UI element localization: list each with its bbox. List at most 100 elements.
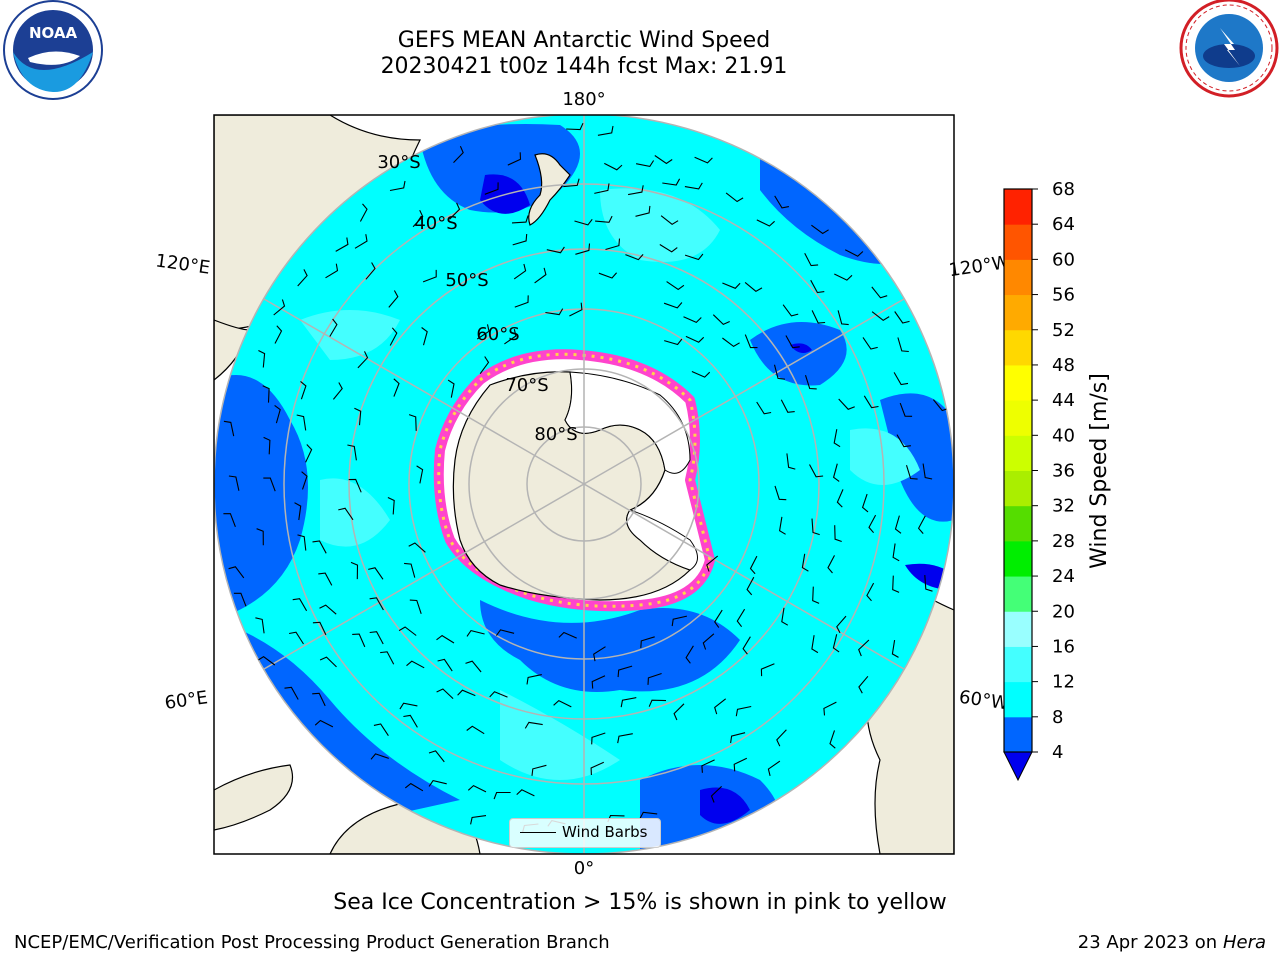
wind-barb [694,156,713,164]
wind-barb [511,215,529,224]
wind-barb [664,338,683,346]
colorbar-tick-label: 40 [1052,425,1075,446]
wind-barb [258,350,266,368]
wind-barb [922,463,933,480]
map-frame [213,114,955,855]
wind-barb [837,310,849,326]
wind-barb [262,385,270,403]
wind-barb [526,674,542,685]
colorbar-block [1004,646,1032,683]
wind-barb [776,729,787,747]
wind-barb [673,703,685,721]
wind-barb [574,218,593,226]
wind-barb [648,699,667,707]
wind-barb [412,209,424,228]
colorbar-tick-label: 20 [1052,601,1075,622]
wind-barb [617,665,633,678]
wind-barb [774,195,790,209]
wind-barb [844,249,864,257]
colorbar-tick-label: 8 [1052,707,1063,728]
wind-barb [833,429,841,448]
wind-barb [484,182,499,195]
wind-barb [838,398,855,410]
wind-barb [836,489,844,508]
wind-barb [683,316,702,324]
wind-barb [756,219,775,227]
wind-barb [635,160,655,168]
wind-barb [312,621,327,636]
legend-label: Wind Barbs [562,823,648,841]
colorbar-block [1004,329,1032,366]
lat-label-80s: 80°S [534,424,577,445]
wind-barb [812,586,820,604]
wind-barb [735,705,752,717]
map-legend: Wind Barbs [509,818,661,848]
wind-barb [591,732,606,745]
wind-barb [513,263,527,280]
wind-barb [834,273,853,281]
footer-credit: NCEP/EMC/Verification Post Processing Pr… [14,932,610,953]
colorbar-block [1004,716,1032,753]
wind-barb [406,660,425,669]
wind-barb [730,732,746,744]
colorbar-block [1004,681,1032,718]
wind-barb [294,502,302,521]
wind-barb [380,651,395,665]
colorbar-tick-label: 32 [1052,496,1075,517]
wind-barb [284,686,299,700]
colorbar-block [1004,435,1032,471]
wind-barb [593,646,606,662]
wind-barb [773,364,785,380]
wind-barb [274,404,281,424]
wind-barb [428,750,445,763]
wind-barb [871,311,890,321]
wind-barb [437,658,453,672]
wind-barb [319,656,337,668]
wind-barb [319,604,337,615]
wind-barb [305,444,313,463]
wind-barb [263,436,271,455]
wind-barb [660,215,679,225]
wind-barb [365,262,376,280]
wind-barb [823,701,837,716]
footer-host: Hera [1222,932,1266,953]
wind-barb [465,660,482,673]
wind-barb [832,463,840,482]
sea-ice-edge [437,352,712,608]
lon-label-0: 0° [574,858,594,879]
wind-barb [685,335,705,343]
colorbar-tick-label: 64 [1052,214,1075,235]
wind-barb [325,263,339,279]
wind-barb [255,617,265,634]
wind-barb [617,733,633,744]
wind-barb [569,302,583,317]
wind-barb [389,180,406,192]
wind-barb [894,515,902,534]
wind-barb [416,465,424,484]
wind-barb [625,254,644,261]
footer-date: 23 Apr 2023 on Hera [1078,932,1266,953]
wind-barb [318,572,333,586]
wind-barb [829,730,836,749]
wind-barb [495,629,515,636]
wind-barb [357,351,369,369]
wind-barb [558,631,577,639]
colorbar-block [1004,470,1032,507]
wind-barb [756,401,772,415]
wind-barb [804,252,819,267]
noaa-logo-icon: NOAA [3,0,103,100]
weddell-ice-shelf [626,509,698,571]
wind-barb-legend-line [520,832,556,833]
colorbar-tick-label: 48 [1052,355,1075,376]
wind-barb [595,215,613,223]
colorbar-block [1004,505,1032,542]
wind-barb [899,402,913,417]
wind-barb [408,542,426,553]
wind-barbs [223,122,950,833]
lat-label-30s: 30°S [377,152,420,173]
wind-barb [662,178,681,186]
wind-barb [862,337,878,350]
wind-barb [512,233,528,246]
